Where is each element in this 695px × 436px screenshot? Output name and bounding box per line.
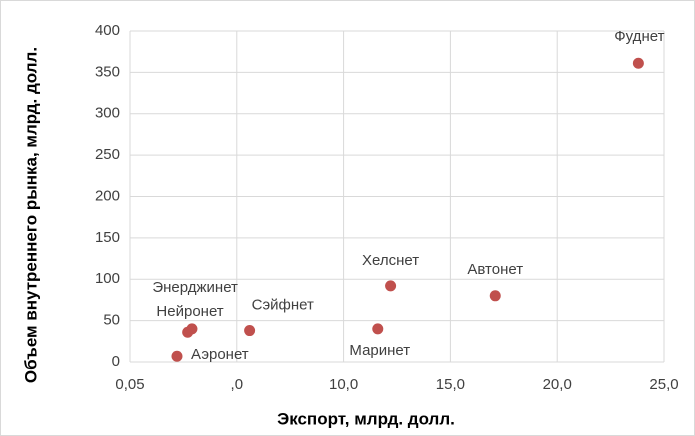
x-axis-title: Экспорт, млрд. долл. bbox=[277, 409, 455, 428]
point bbox=[632, 57, 644, 69]
point-label: Маринет bbox=[349, 342, 410, 359]
y-tick-label: 350 bbox=[95, 63, 120, 80]
y-tick-label: 50 bbox=[103, 312, 120, 329]
x-tick-label: 10,0 bbox=[329, 376, 358, 393]
y-tick-label: 250 bbox=[95, 146, 120, 163]
point-label: Нейронет bbox=[156, 303, 223, 320]
x-tick-label: 0,05 bbox=[115, 376, 144, 393]
y-tick-label: 100 bbox=[95, 270, 120, 287]
point bbox=[489, 290, 501, 302]
point bbox=[182, 326, 194, 338]
point-label: Энерджинет bbox=[152, 279, 238, 296]
point bbox=[171, 350, 183, 362]
y-tick-label: 400 bbox=[95, 22, 120, 39]
y-tick-label: 300 bbox=[95, 105, 120, 122]
point-label: Автонет bbox=[467, 261, 523, 278]
point bbox=[372, 323, 384, 335]
x-tick-label: 20,0 bbox=[543, 376, 572, 393]
point-label: Аэронет bbox=[191, 346, 249, 363]
y-tick-label: 150 bbox=[95, 229, 120, 246]
point-label: Сэйфнет bbox=[252, 297, 314, 314]
x-tick-label: 15,0 bbox=[436, 376, 465, 393]
x-tick-label: 25,0 bbox=[649, 376, 678, 393]
x-tick-label: ,0 bbox=[231, 376, 244, 393]
point bbox=[385, 280, 397, 292]
point-label: Хелснет bbox=[362, 252, 419, 269]
point bbox=[244, 325, 256, 337]
y-tick-label: 200 bbox=[95, 187, 120, 204]
y-axis-title: Объем внутреннего рынка, млрд. долл. bbox=[21, 47, 40, 383]
point-label: Фуднет bbox=[614, 28, 664, 45]
y-tick-label: 0 bbox=[112, 353, 120, 370]
